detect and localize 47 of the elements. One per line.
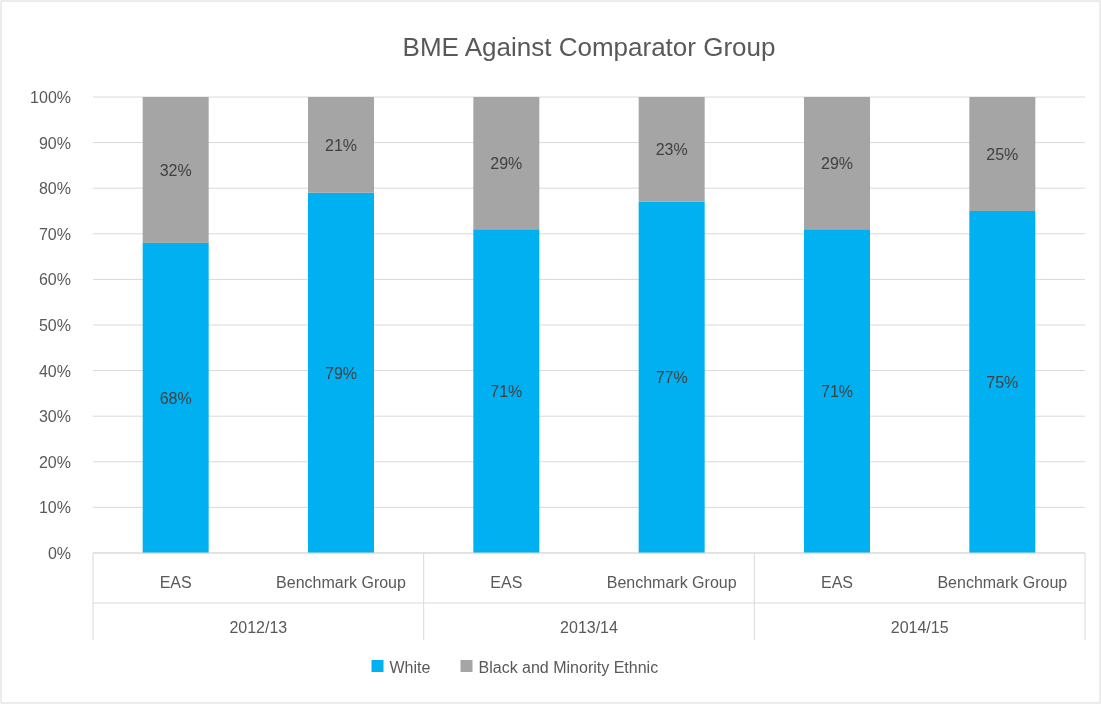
text: 2013/14 (560, 619, 619, 636)
bar (969, 211, 1036, 553)
y-tick-label: 100% (30, 89, 71, 106)
y-tick-label: 60% (38, 271, 71, 289)
text: 2012/13 (229, 619, 288, 636)
data-label: 23% (655, 141, 688, 159)
bar (473, 229, 540, 553)
data-label: 71% (490, 383, 523, 401)
data-label: 71% (820, 383, 854, 401)
x-tick-label: Benchmark Group (937, 574, 1068, 591)
y-tick-label: 50% (38, 317, 71, 334)
y-tick-label: 70% (38, 225, 71, 243)
x-tick-label: Benchmark Group (606, 574, 737, 591)
y-tick-label: 10% (38, 499, 71, 517)
bar (638, 201, 705, 553)
y-tick-label: 80% (38, 180, 71, 198)
bar (473, 97, 540, 230)
data-label: 29% (820, 155, 854, 173)
bar (804, 97, 870, 230)
y-tick-label: 30% (38, 408, 71, 426)
y-tick-label: 90% (38, 134, 71, 152)
data-label: 68% (159, 389, 192, 407)
data-label: 75% (986, 374, 1019, 391)
bar (969, 97, 1036, 211)
bar (142, 97, 209, 243)
data-label: 25% (986, 146, 1019, 163)
chart-title: BME Against Comparator Group (402, 32, 776, 62)
data-label: 32% (159, 161, 192, 179)
bar (804, 229, 870, 553)
bar (308, 97, 374, 193)
bar (142, 242, 209, 553)
text: 2014/15 (890, 619, 949, 636)
bar (308, 192, 374, 553)
x-tick-label: EAS (820, 574, 854, 591)
x-tick-label: Benchmark Group (276, 574, 407, 591)
y-tick-label: 40% (38, 362, 71, 380)
data-label: 21% (324, 136, 358, 154)
data-label: 79% (324, 364, 358, 382)
data-label: 29% (490, 155, 523, 173)
x-tick-label: EAS (490, 574, 523, 591)
y-tick-label: 20% (38, 453, 71, 471)
data-label: 77% (655, 369, 688, 387)
x-tick-label: EAS (159, 574, 192, 591)
y-tick-label: 0% (47, 545, 71, 562)
bar (638, 97, 705, 202)
legend-label: White (389, 659, 431, 676)
legend-label: Black and Minority Ethnic (478, 659, 659, 676)
